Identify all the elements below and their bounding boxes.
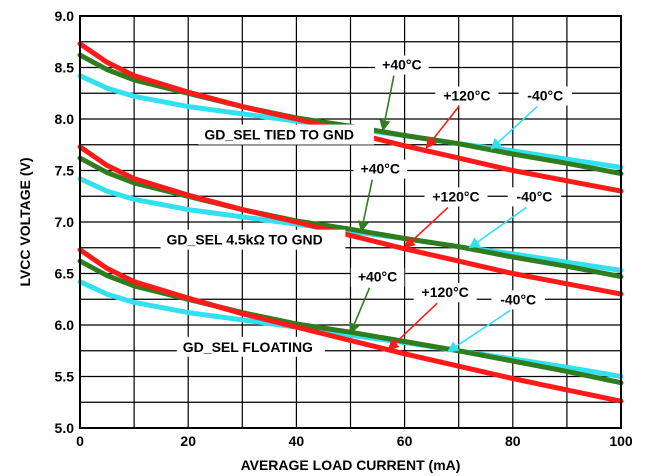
x-tick-label: 40: [289, 433, 305, 449]
group-label-backing: [160, 229, 346, 250]
annotation-label-minus40: -40°C: [500, 291, 536, 307]
annotation-backing: [350, 267, 405, 287]
annotation-label-plus120: +120°C: [432, 188, 479, 204]
annotation-label-plus120: +120°C: [422, 284, 469, 300]
annotation-label-plus40: +40°C: [382, 57, 421, 73]
series-line-plus120-group-3: [77, 247, 624, 404]
series-line-plus120-group-2: [77, 144, 624, 297]
group-label-backing: [198, 124, 375, 145]
annotation-arrow-plus40: [357, 179, 374, 233]
series-line-plus40-group-3: [77, 258, 624, 386]
y-tick-label: 8.0: [55, 111, 75, 127]
y-tick-label: 7.5: [55, 163, 75, 179]
annotation-label-minus40: -40°C: [516, 188, 552, 204]
annotation-label-plus40: +40°C: [361, 161, 400, 177]
y-tick-label: 9.0: [55, 8, 75, 24]
group-label: GD_SEL FLOATING: [183, 339, 313, 355]
annotation-arrow-plus40: [379, 75, 395, 132]
series-line-plus40-group-2: [77, 155, 624, 280]
y-tick-label: 6.0: [55, 317, 75, 333]
annotation-arrow-plus120: [425, 105, 460, 149]
y-axis-title: LVCC VOLTAGE (V): [17, 157, 33, 286]
group-label: GD_SEL 4.5kΩ TO GND: [167, 232, 323, 248]
y-tick-label: 5.0: [55, 420, 75, 436]
x-axis-title: AVERAGE LOAD CURRENT (mA): [241, 457, 461, 473]
annotation-arrow-plus40: [349, 287, 371, 335]
annotation-backing: [375, 55, 429, 75]
annotation-backing: [353, 159, 408, 179]
annotation-arrow-minus40: [490, 105, 538, 150]
plot-frame: [79, 15, 622, 429]
annotation-arrow-plus120: [403, 206, 449, 249]
group-label: GD_SEL TIED TO GND: [204, 127, 354, 143]
annotation-backing: [435, 86, 499, 106]
x-tick-label: 0: [76, 433, 84, 449]
annotation-arrow-minus40: [468, 206, 527, 249]
series-line-plus40-group-1: [77, 52, 624, 177]
y-tick-label: 5.5: [55, 369, 75, 385]
annotation-backing: [518, 86, 573, 106]
tick-labels: 0 20 40 60 80 100 5.0 5.5 6.0 6.5 7.0 7.5 8.0 8.5 9.0: [55, 8, 633, 449]
annotation-backing: [507, 187, 562, 207]
annotation-backing: [491, 290, 545, 310]
x-tick-label: 20: [180, 433, 196, 449]
annotation-label-plus120: +120°C: [443, 87, 490, 103]
annotation-label-minus40: -40°C: [527, 87, 563, 103]
annotation-arrow-plus120: [387, 302, 438, 351]
x-tick-label: 80: [505, 433, 521, 449]
y-tick-label: 6.5: [55, 266, 75, 282]
annotations: GD_SEL TIED TO GND GD_SEL 4.5kΩ TO GND GD_…: [160, 55, 573, 357]
x-tick-label: 60: [397, 433, 413, 449]
y-tick-label: 8.5: [55, 60, 75, 76]
y-tick-label: 7.0: [55, 214, 75, 230]
annotation-label-plus40: +40°C: [358, 269, 397, 285]
annotation-arrow-minus40: [446, 309, 511, 353]
annotation-backing: [413, 283, 477, 303]
x-tick-label: 100: [609, 433, 633, 449]
group-label-backing: [176, 336, 325, 357]
annotation-backing: [424, 187, 488, 207]
